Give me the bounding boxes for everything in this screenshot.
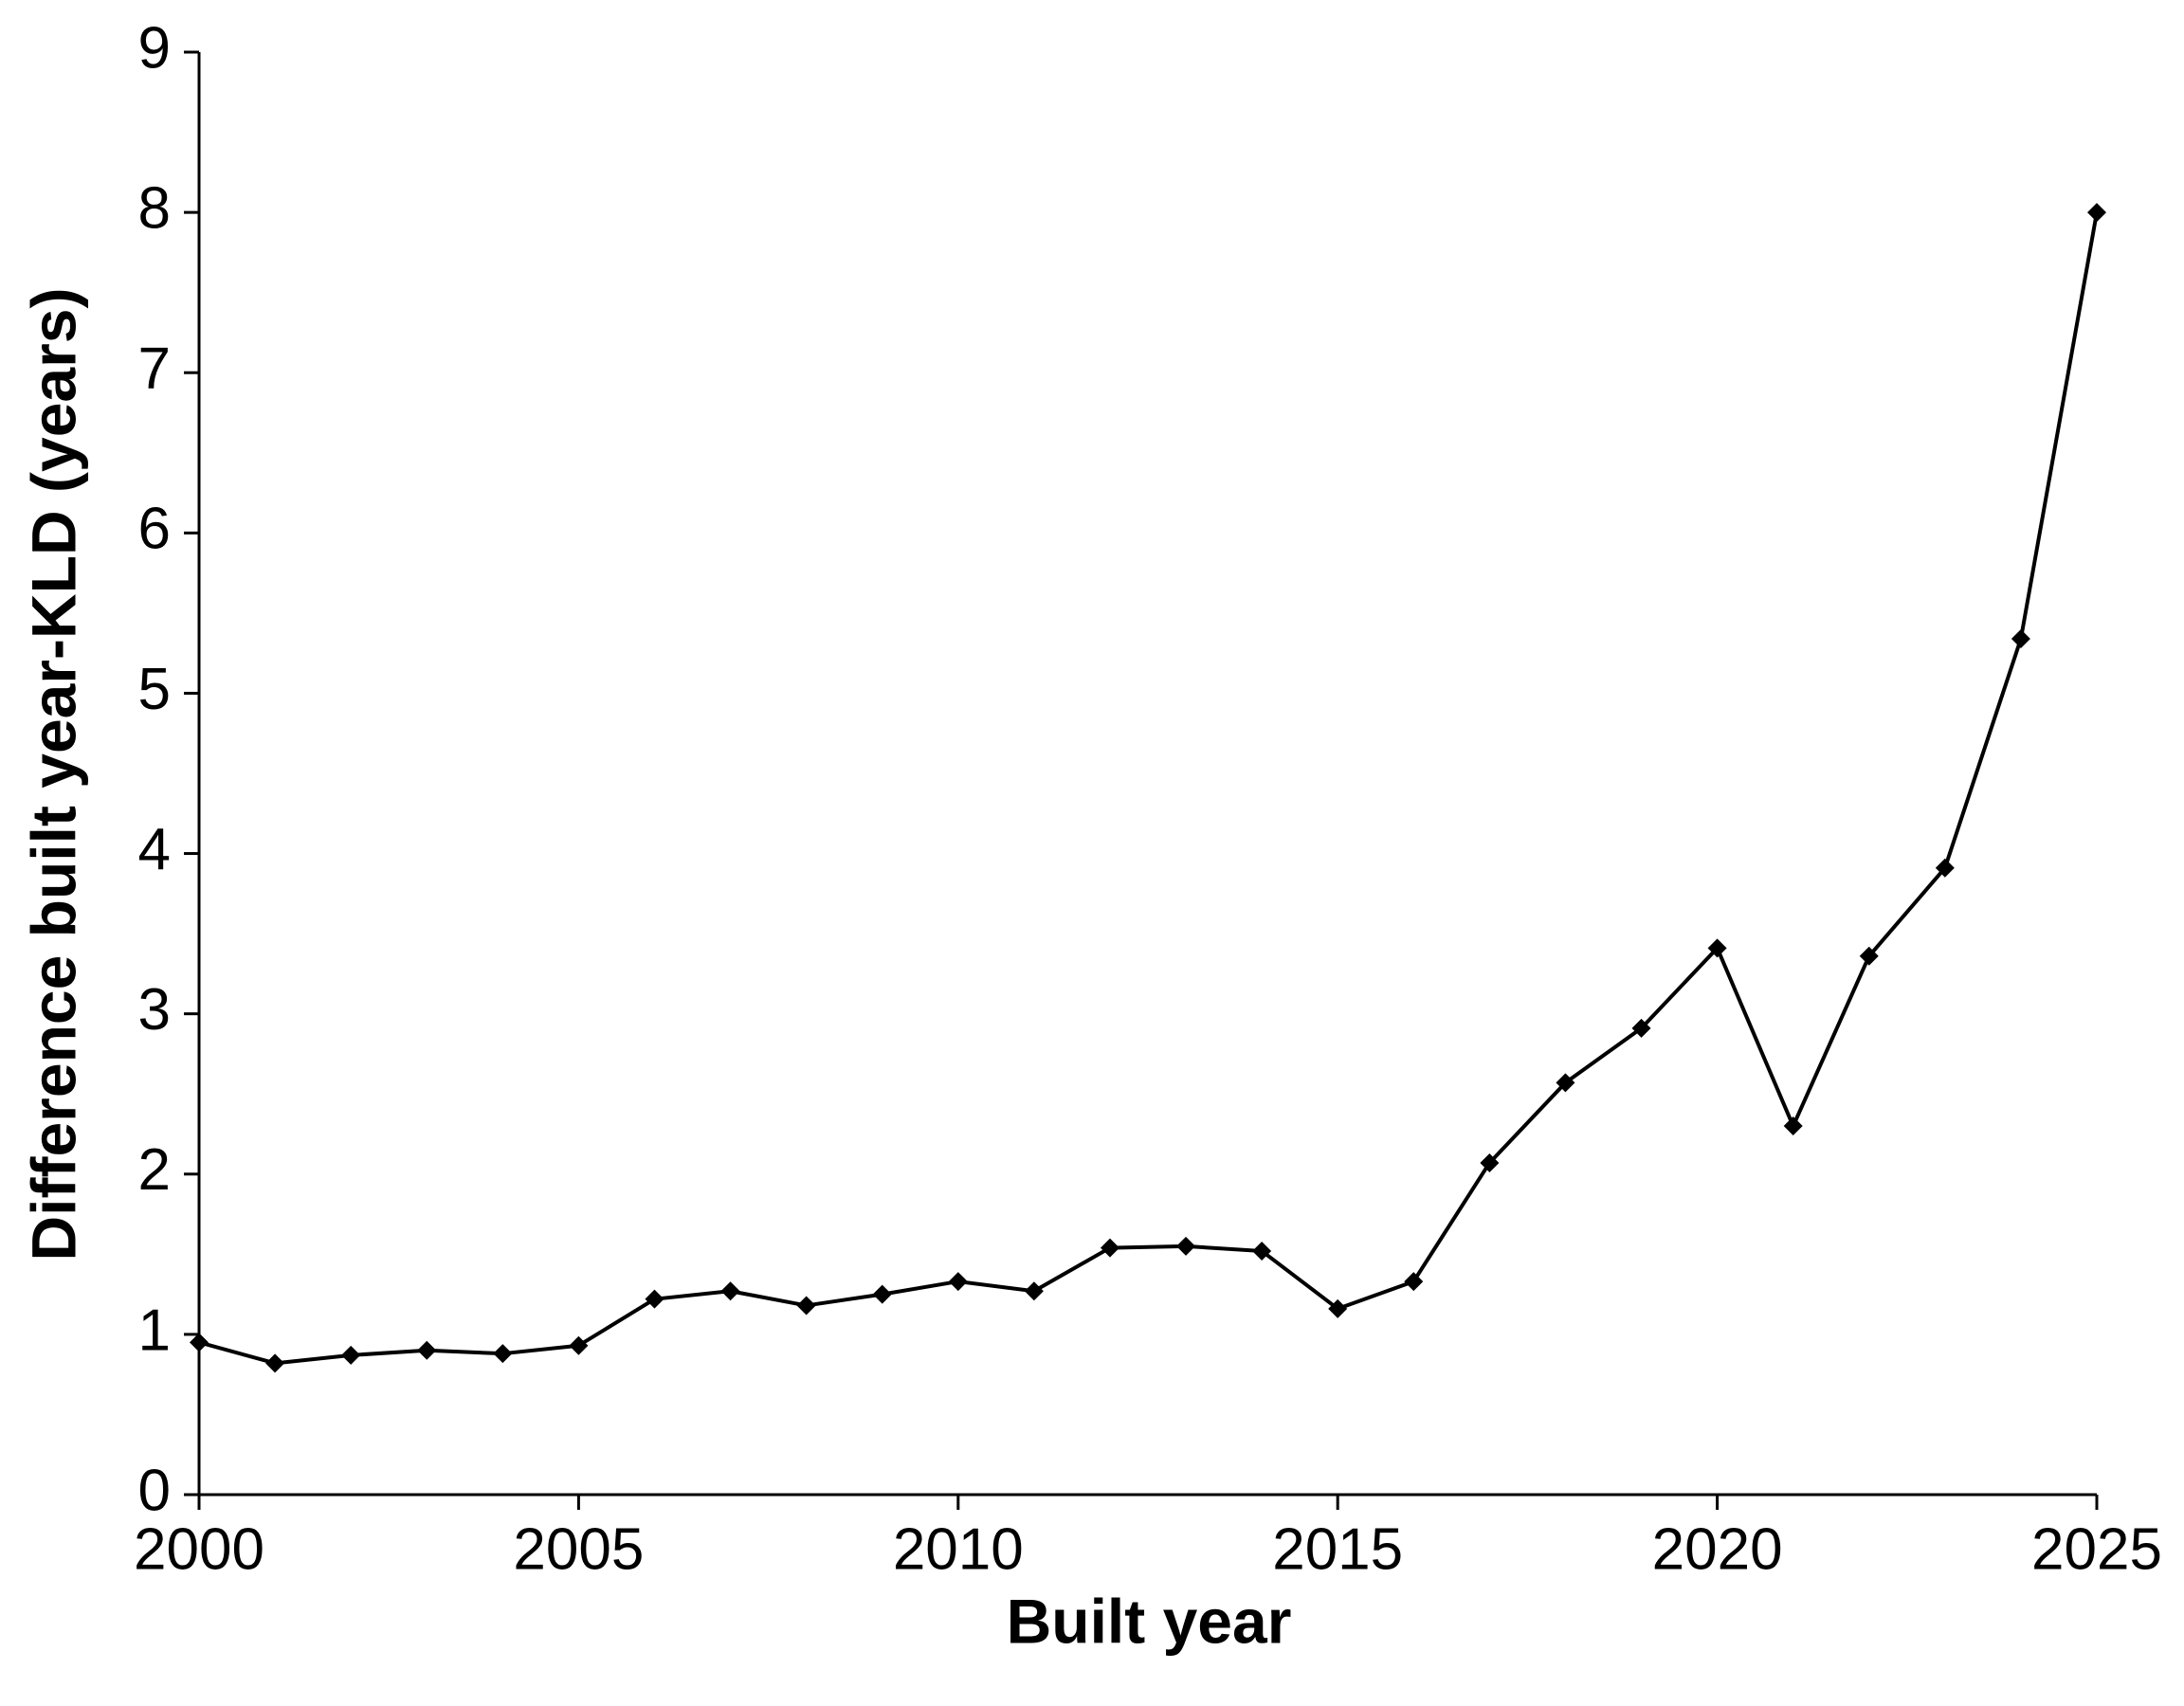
x-tick-label: 2025: [2031, 1516, 2162, 1582]
data-point: [493, 1344, 513, 1364]
y-tick-label: 6: [138, 497, 171, 562]
data-point: [569, 1335, 589, 1355]
y-tick-label: 7: [138, 336, 171, 402]
data-point: [1024, 1281, 1044, 1301]
x-axis-title: Built year: [1007, 1586, 1292, 1656]
x-tick-label: 2010: [893, 1516, 1024, 1582]
data-point: [1783, 1116, 1803, 1136]
data-point: [872, 1284, 892, 1304]
data-point: [1556, 1073, 1575, 1093]
y-tick-label: 3: [138, 977, 171, 1043]
data-point: [1328, 1298, 1348, 1318]
data-point: [265, 1353, 285, 1373]
x-tick-label: 2000: [134, 1516, 264, 1582]
y-tick-label: 2: [138, 1137, 171, 1203]
data-point: [1252, 1241, 1272, 1261]
data-line: [198, 211, 2099, 1366]
y-tick-label: 1: [138, 1298, 171, 1363]
data-point: [190, 1333, 209, 1352]
x-tick-label: 2015: [1272, 1516, 1403, 1582]
x-tick-label: 2020: [1652, 1516, 1783, 1582]
data-point: [1480, 1152, 1500, 1172]
data-point: [796, 1296, 816, 1316]
data-point: [720, 1281, 740, 1301]
data-point: [1404, 1272, 1424, 1292]
y-tick-label: 0: [138, 1458, 171, 1523]
data-point: [2087, 203, 2106, 223]
data-point: [1859, 946, 1879, 966]
data-point: [1100, 1238, 1119, 1258]
y-tick-label: 9: [138, 15, 171, 81]
data-point: [1631, 1018, 1651, 1038]
y-axis-title: Difference built year-KLD (years): [18, 288, 88, 1261]
y-tick-label: 4: [138, 817, 171, 882]
y-tick-label: 8: [138, 175, 171, 241]
data-point: [417, 1340, 437, 1360]
data-point: [1707, 938, 1727, 958]
data-point: [645, 1289, 664, 1309]
data-point: [2011, 628, 2030, 648]
data-point: [1935, 858, 1955, 878]
y-tick-label: 5: [138, 657, 171, 722]
data-point: [1176, 1236, 1196, 1256]
x-tick-label: 2005: [513, 1516, 644, 1582]
data-point: [341, 1345, 361, 1365]
data-point: [948, 1272, 968, 1292]
